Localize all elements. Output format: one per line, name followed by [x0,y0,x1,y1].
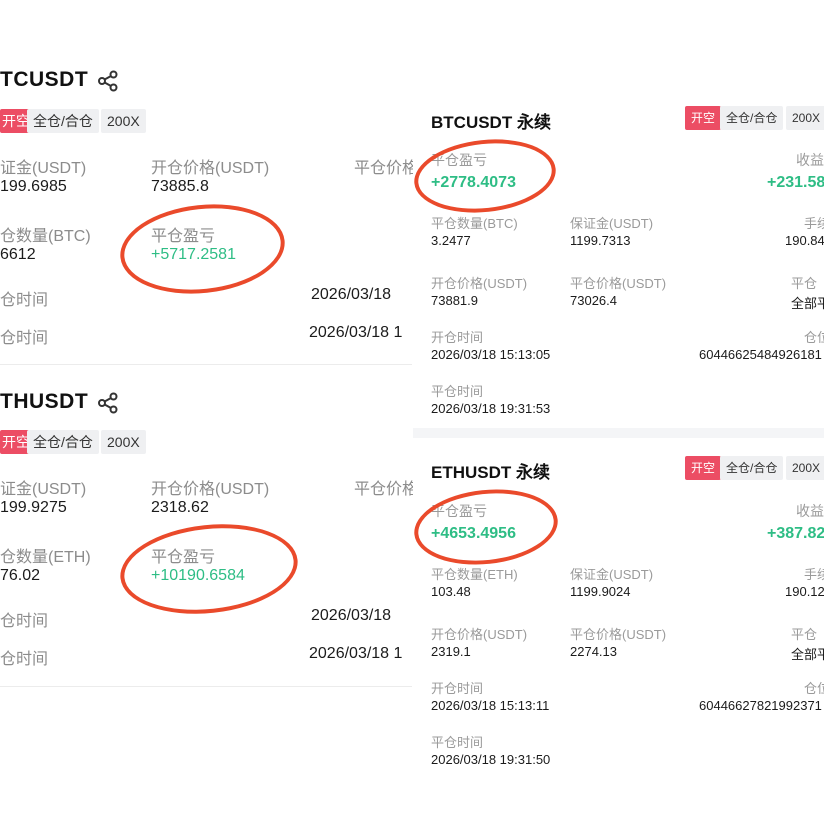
left-btc-close-time-label: 仓时间 [0,330,49,347]
right-eth-margin-value: 1199.9024 [570,584,631,599]
right-eth-close-time-value: 2026/03/18 19:31:50 [431,752,551,767]
right-btc-close-time-value: 2026/03/18 19:31:53 [431,401,551,416]
share-icon[interactable] [97,70,119,92]
left-btc-title: TCUSDT [0,68,89,91]
right-eth-margin-label: 保证金(USDT) [570,567,654,582]
right-btc-mode-tag: 全仓/合仓 [720,106,784,130]
right-btc-margin-label: 保证金(USDT) [570,216,654,231]
left-eth-leverage-tag: 200X [101,430,146,454]
right-eth-fee-value: 190.12 [785,584,824,599]
right-eth-fee-label: 手续 [804,567,824,582]
left-btc-mode-tag: 全仓/合仓 [27,109,99,133]
right-eth-open-time-label: 开仓时间 [431,681,484,696]
right-btc-close-type-value: 全部平 [791,296,824,311]
right-btc-open-price-label: 开仓价格(USDT) [431,276,528,291]
left-eth-qty-value: 76.02 [0,567,41,584]
left-btc-pnl-label: 平仓盈亏 [151,228,216,245]
left-btc-pnl-value: +5717.2581 [151,246,236,263]
left-eth-side-tag: 开空 [0,430,32,454]
left-btc-open-time-label: 仓时间 [0,292,49,309]
left-eth-mode-tag: 全仓/合仓 [27,430,99,454]
right-eth-open-price-label: 开仓价格(USDT) [431,627,528,642]
right-eth-leverage-tag: 200X [786,456,824,480]
right-eth-close-time-label: 平仓时间 [431,735,484,750]
left-eth-open-time-value: 2026/03/18 [311,607,392,624]
left-btc-margin-label: 证金(USDT) [0,160,87,177]
right-btc-pnl-label: 平仓盈亏 [431,152,487,168]
right-eth-position-label: 仓位 [804,681,824,696]
right-btc-position-value: 60446625484926181 [699,347,822,362]
right-btc-pnl-value: +2778.4073 [431,174,516,191]
annotation-circle [115,196,290,302]
right-eth-close-price-label: 平仓价格(USDT) [570,627,667,642]
right-eth-yield-value: +387.82 [767,525,824,542]
left-btc-open-time-value: 2026/03/18 [311,286,392,303]
right-btc-close-time-label: 平仓时间 [431,384,484,399]
left-eth-pnl-value: +10190.6584 [151,567,245,584]
right-eth-open-price-value: 2319.1 [431,644,471,659]
right-eth-title: ETHUSDT 永续 [431,463,550,482]
right-eth-close-price-value: 2274.13 [570,644,617,659]
left-divider [0,364,412,365]
right-btc-open-time-label: 开仓时间 [431,330,484,345]
left-btc-qty-label: 仓数量(BTC) [0,228,91,245]
left-divider [0,686,412,687]
right-btc-qty-label: 平仓数量(BTC) [431,216,518,231]
right-eth-mode-tag: 全仓/合仓 [720,456,784,480]
left-btc-margin-value: 199.6985 [0,178,67,195]
right-eth-close-type-label: 平仓 [791,627,818,642]
right-btc-open-time-value: 2026/03/18 15:13:05 [431,347,551,362]
left-btc-close-price-label: 平仓价格 [354,160,419,177]
right-btc-qty-value: 3.2477 [431,233,471,248]
left-eth-open-price-value: 2318.62 [151,499,209,516]
left-eth-pnl-label: 平仓盈亏 [151,549,216,566]
left-eth-title: THUSDT [0,390,89,413]
left-eth-margin-value: 199.9275 [0,499,67,516]
left-btc-leverage-tag: 200X [101,109,146,133]
right-btc-margin-value: 1199.7313 [570,233,631,248]
left-eth-qty-label: 仓数量(ETH) [0,549,91,566]
right-eth-pnl-value: +4653.4956 [431,525,516,542]
right-eth-qty-label: 平仓数量(ETH) [431,567,518,582]
right-eth-position-value: 60446627821992371 [699,698,822,713]
left-eth-open-time-label: 仓时间 [0,613,49,630]
right-btc-title: BTCUSDT 永续 [431,113,551,132]
left-btc-open-price-label: 开仓价格(USDT) [151,160,270,177]
right-eth-qty-value: 103.48 [431,584,471,599]
left-eth-close-time-label: 仓时间 [0,651,49,668]
right-btc-card: BTCUSDT 永续 开空 全仓/合仓 200X 平仓盈亏 +2778.4073… [413,96,824,428]
annotation-circle [115,515,303,623]
share-icon[interactable] [97,392,119,414]
right-btc-close-type-label: 平仓 [791,276,818,291]
right-eth-pnl-label: 平仓盈亏 [431,503,487,519]
right-eth-yield-label: 收益 [796,503,824,519]
left-eth-close-price-label: 平仓价格 [354,481,419,498]
card-separator [413,428,824,438]
left-btc-qty-value: 6612 [0,246,36,263]
left-eth-margin-label: 证金(USDT) [0,481,87,498]
left-btc-side-tag: 开空 [0,109,32,133]
right-eth-card: ETHUSDT 永续 开空 全仓/合仓 200X 平仓盈亏 +4653.4956… [413,448,824,778]
left-btc-open-price-value: 73885.8 [151,178,209,195]
right-btc-open-price-value: 73881.9 [431,293,478,308]
right-btc-close-price-value: 73026.4 [570,293,617,308]
right-eth-side-tag: 开空 [685,456,722,480]
left-btc-close-time-value: 2026/03/18 1 [309,324,403,341]
right-btc-yield-label: 收益 [796,152,824,168]
right-btc-yield-value: +231.58 [767,174,824,191]
right-btc-leverage-tag: 200X [786,106,824,130]
right-eth-close-type-value: 全部平 [791,647,824,662]
left-eth-open-price-label: 开仓价格(USDT) [151,481,270,498]
left-eth-close-time-value: 2026/03/18 1 [309,645,403,662]
right-btc-side-tag: 开空 [685,106,722,130]
right-eth-open-time-value: 2026/03/18 15:13:11 [431,698,550,713]
right-btc-close-price-label: 平仓价格(USDT) [570,276,667,291]
right-btc-position-label: 仓位 [804,330,824,345]
right-btc-fee-value: 190.84 [785,233,824,248]
right-btc-fee-label: 手续 [804,216,824,231]
